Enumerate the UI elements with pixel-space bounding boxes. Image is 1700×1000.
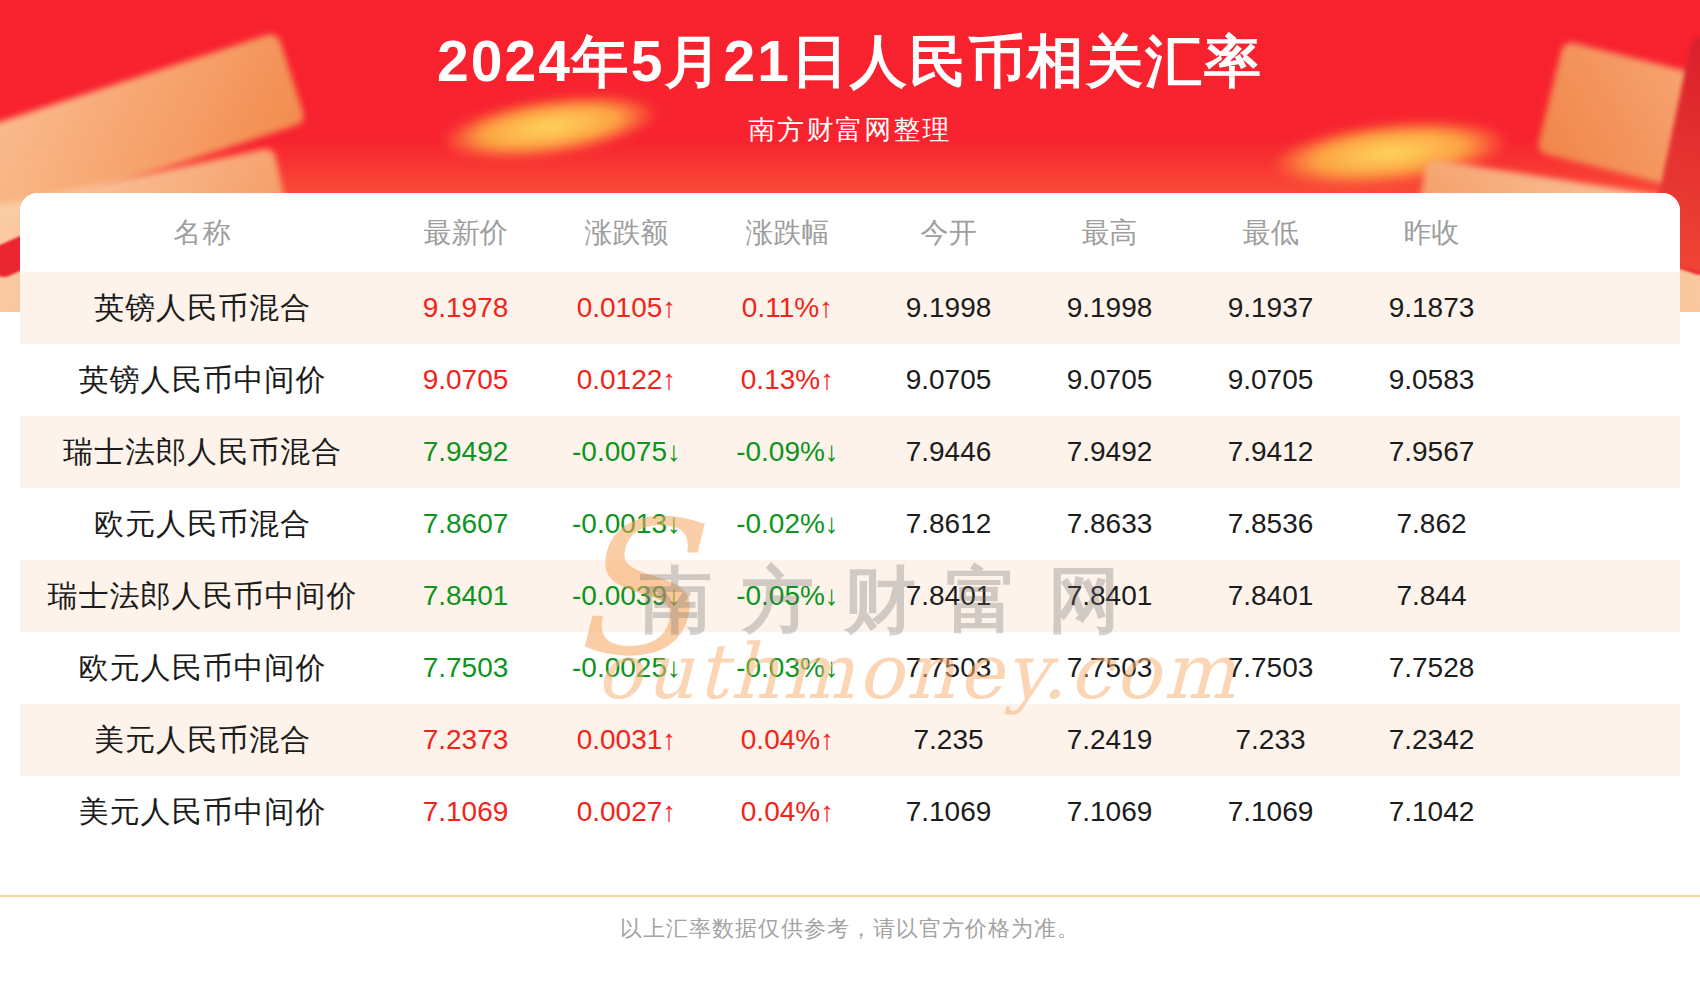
table-row: 英镑人民币中间价9.07050.0122↑0.13%↑9.07059.07059…	[20, 344, 1680, 416]
exchange-rate-table: 名称最新价涨跌额涨跌幅今开最高最低昨收 英镑人民币混合9.19780.0105↑…	[20, 193, 1680, 848]
cell-open: 7.7503	[868, 652, 1029, 684]
cell-name: 欧元人民币中间价	[20, 648, 385, 689]
table-row: 瑞士法郎人民币混合7.9492-0.0075↓-0.09%↓7.94467.94…	[20, 416, 1680, 488]
cell-name: 美元人民币混合	[20, 720, 385, 761]
page-subtitle: 南方财富网整理	[0, 112, 1700, 148]
cell-low: 7.1069	[1190, 796, 1351, 828]
cell-change-pct: -0.09%↓	[707, 436, 868, 468]
cell-change-pct: 0.13%↑	[707, 364, 868, 396]
cell-change-pct: -0.03%↓	[707, 652, 868, 684]
table-row: 英镑人民币混合9.19780.0105↑0.11%↑9.19989.19989.…	[20, 272, 1680, 344]
column-header-4: 今开	[868, 214, 1029, 252]
cell-name: 瑞士法郎人民币中间价	[20, 576, 385, 617]
cell-prev-close: 7.844	[1351, 580, 1512, 612]
cell-change-pct: -0.05%↓	[707, 580, 868, 612]
cell-change-pct: 0.11%↑	[707, 292, 868, 324]
table-row: 欧元人民币中间价7.7503-0.0025↓-0.03%↓7.75037.750…	[20, 632, 1680, 704]
cell-name: 美元人民币中间价	[20, 792, 385, 833]
column-header-6: 最低	[1190, 214, 1351, 252]
cell-open: 7.8401	[868, 580, 1029, 612]
cell-open: 9.0705	[868, 364, 1029, 396]
cell-change: -0.0013↓	[546, 508, 707, 540]
cell-high: 7.7503	[1029, 652, 1190, 684]
cell-prev-close: 7.7528	[1351, 652, 1512, 684]
cell-low: 9.1937	[1190, 292, 1351, 324]
cell-prev-close: 9.1873	[1351, 292, 1512, 324]
cell-low: 7.9412	[1190, 436, 1351, 468]
table-body: 英镑人民币混合9.19780.0105↑0.11%↑9.19989.19989.…	[20, 272, 1680, 848]
column-header-3: 涨跌幅	[707, 214, 868, 252]
page: 2024年5月21日人民币相关汇率 南方财富网整理 名称最新价涨跌额涨跌幅今开最…	[0, 0, 1700, 1000]
cell-last: 7.8607	[385, 508, 546, 540]
column-header-0: 名称	[20, 214, 385, 252]
cell-high: 7.8401	[1029, 580, 1190, 612]
cell-high: 7.1069	[1029, 796, 1190, 828]
cell-change-pct: 0.04%↑	[707, 724, 868, 756]
cell-open: 9.1998	[868, 292, 1029, 324]
cell-prev-close: 7.862	[1351, 508, 1512, 540]
cell-name: 欧元人民币混合	[20, 504, 385, 545]
cell-low: 7.7503	[1190, 652, 1351, 684]
footer-divider	[0, 895, 1700, 897]
cell-open: 7.235	[868, 724, 1029, 756]
cell-last: 7.9492	[385, 436, 546, 468]
cell-last: 7.1069	[385, 796, 546, 828]
cell-change: 0.0105↑	[546, 292, 707, 324]
table-row: 欧元人民币混合7.8607-0.0013↓-0.02%↓7.86127.8633…	[20, 488, 1680, 560]
cell-change-pct: -0.02%↓	[707, 508, 868, 540]
column-header-7: 昨收	[1351, 214, 1512, 252]
cell-last: 7.2373	[385, 724, 546, 756]
table-row: 美元人民币中间价7.10690.0027↑0.04%↑7.10697.10697…	[20, 776, 1680, 848]
cell-change: 0.0027↑	[546, 796, 707, 828]
cell-low: 9.0705	[1190, 364, 1351, 396]
cell-name: 英镑人民币中间价	[20, 360, 385, 401]
cell-change-pct: 0.04%↑	[707, 796, 868, 828]
table-row: 美元人民币混合7.23730.0031↑0.04%↑7.2357.24197.2…	[20, 704, 1680, 776]
cell-change: 0.0031↑	[546, 724, 707, 756]
table-row: 瑞士法郎人民币中间价7.8401-0.0039↓-0.05%↓7.84017.8…	[20, 560, 1680, 632]
column-header-1: 最新价	[385, 214, 546, 252]
cell-change: 0.0122↑	[546, 364, 707, 396]
column-header-5: 最高	[1029, 214, 1190, 252]
column-header-2: 涨跌额	[546, 214, 707, 252]
cell-open: 7.9446	[868, 436, 1029, 468]
cell-prev-close: 7.1042	[1351, 796, 1512, 828]
cell-high: 7.9492	[1029, 436, 1190, 468]
cell-high: 9.0705	[1029, 364, 1190, 396]
cell-prev-close: 9.0583	[1351, 364, 1512, 396]
cell-last: 7.7503	[385, 652, 546, 684]
cell-high: 9.1998	[1029, 292, 1190, 324]
cell-change: -0.0025↓	[546, 652, 707, 684]
cell-name: 英镑人民币混合	[20, 288, 385, 329]
footer-disclaimer: 以上汇率数据仅供参考，请以官方价格为准。	[0, 914, 1700, 944]
cell-open: 7.8612	[868, 508, 1029, 540]
cell-last: 7.8401	[385, 580, 546, 612]
cell-name: 瑞士法郎人民币混合	[20, 432, 385, 473]
cell-high: 7.8633	[1029, 508, 1190, 540]
cell-last: 9.0705	[385, 364, 546, 396]
cell-last: 9.1978	[385, 292, 546, 324]
cell-high: 7.2419	[1029, 724, 1190, 756]
cell-prev-close: 7.9567	[1351, 436, 1512, 468]
cell-low: 7.8536	[1190, 508, 1351, 540]
table-header-row: 名称最新价涨跌额涨跌幅今开最高最低昨收	[20, 193, 1680, 272]
cell-open: 7.1069	[868, 796, 1029, 828]
cell-low: 7.233	[1190, 724, 1351, 756]
cell-low: 7.8401	[1190, 580, 1351, 612]
cell-change: -0.0075↓	[546, 436, 707, 468]
page-title: 2024年5月21日人民币相关汇率	[0, 24, 1700, 101]
cell-prev-close: 7.2342	[1351, 724, 1512, 756]
cell-change: -0.0039↓	[546, 580, 707, 612]
